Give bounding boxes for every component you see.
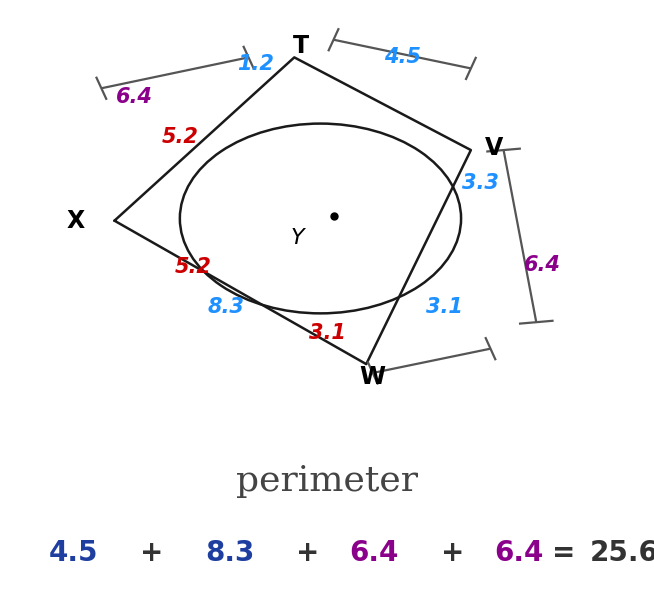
Text: 6.4: 6.4	[116, 87, 152, 107]
Text: V: V	[485, 136, 503, 160]
Text: 8.3: 8.3	[207, 297, 244, 317]
Text: T: T	[293, 34, 309, 58]
Text: W: W	[360, 365, 386, 389]
Text: 25.6: 25.6	[589, 539, 654, 567]
Text: 4.5: 4.5	[48, 539, 98, 567]
Text: =: =	[552, 539, 576, 567]
Text: +: +	[140, 539, 163, 567]
Text: Y: Y	[291, 228, 304, 248]
Text: 3.1: 3.1	[309, 323, 345, 343]
Text: 6.4: 6.4	[349, 539, 399, 567]
Text: 4.5: 4.5	[384, 47, 421, 67]
Text: perimeter: perimeter	[236, 464, 418, 498]
Text: 5.2: 5.2	[175, 257, 211, 277]
Text: 5.2: 5.2	[162, 127, 198, 147]
Text: 1.2: 1.2	[237, 54, 273, 74]
Text: 3.1: 3.1	[426, 297, 463, 317]
Text: +: +	[441, 539, 464, 567]
Text: +: +	[296, 539, 320, 567]
Text: X: X	[66, 208, 84, 233]
Text: 6.4: 6.4	[525, 255, 561, 275]
Text: 3.3: 3.3	[462, 173, 499, 193]
Text: 8.3: 8.3	[205, 539, 254, 567]
Text: 6.4: 6.4	[494, 539, 543, 567]
